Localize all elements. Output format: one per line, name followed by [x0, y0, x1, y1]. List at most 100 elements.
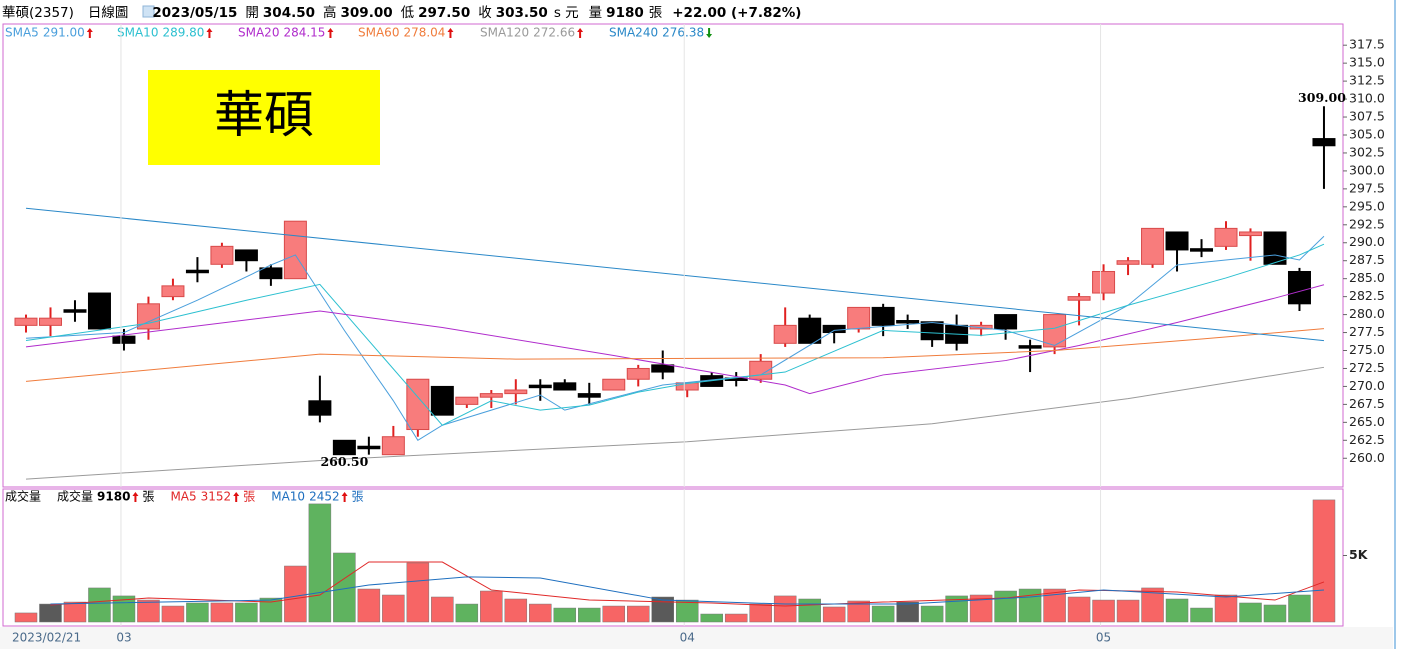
- candle-body: [847, 306, 871, 330]
- trend-arrow: [706, 28, 713, 38]
- volume-bar: [210, 602, 234, 623]
- open-label: 開: [245, 5, 259, 21]
- legend-value: 272.66: [533, 26, 575, 40]
- legend-name: SMA20: [238, 26, 279, 40]
- y-tick-label: 312.5: [1349, 73, 1385, 88]
- volume-bar: [1190, 607, 1213, 623]
- volume-bar: [382, 594, 405, 623]
- candle-body: [381, 436, 405, 456]
- candle-body: [553, 382, 577, 391]
- x-tick-label: 2023/02/21: [12, 631, 81, 645]
- volume-bar: [969, 594, 993, 623]
- y-tick-label: 285.0: [1349, 270, 1385, 285]
- legend-value: 3152: [201, 490, 232, 504]
- y-tick-label: 317.5: [1349, 37, 1385, 52]
- candle-body: [602, 378, 626, 391]
- volume-bar: [137, 599, 160, 623]
- y-tick-label: 282.5: [1349, 288, 1385, 303]
- legend-name: SMA120: [480, 26, 529, 40]
- ma-line: [25, 243, 1325, 426]
- candle-body: [357, 445, 381, 450]
- candle-body: [504, 389, 528, 395]
- low-label: 低: [401, 5, 415, 21]
- candle-body: [1312, 138, 1336, 147]
- candle-body: [332, 439, 356, 456]
- legend-value: 2452: [309, 490, 340, 504]
- volume-bar: [480, 590, 503, 623]
- legend-name: 成交量: [57, 489, 93, 504]
- candle-body: [1239, 231, 1262, 237]
- candle-body: [455, 396, 479, 405]
- volume-bar: [1043, 588, 1066, 623]
- candle-body: [651, 364, 675, 373]
- trend-arrow: [327, 28, 334, 38]
- legend-unit: 張: [352, 490, 364, 504]
- header: 華碩(2357) 日線圖 2023/05/15 開 304.50 高 309.00 低 297.…: [2, 4, 801, 21]
- trend-arrow: [233, 492, 240, 502]
- candle-body: [822, 324, 846, 334]
- volume-bar: [578, 607, 601, 623]
- ma-line: [25, 235, 1325, 441]
- volume-bar: [602, 605, 626, 623]
- trend-arrow: [447, 28, 454, 38]
- candle-body: [577, 393, 601, 398]
- legend-value: 9180: [97, 490, 130, 504]
- volume-bar: [504, 598, 528, 623]
- candle-body: [1092, 270, 1116, 294]
- volume-bar: [259, 597, 283, 623]
- open-value: 304.50: [263, 5, 315, 21]
- candle-body: [1165, 231, 1189, 251]
- legend-value: 276.38: [662, 26, 704, 40]
- volume-bar: [406, 562, 430, 623]
- legend-unit: 張: [142, 490, 154, 504]
- date: 2023/05/15: [152, 5, 237, 21]
- volume-bar: [553, 607, 577, 623]
- close-label: 收: [478, 5, 492, 21]
- volume-bar: [1116, 599, 1140, 623]
- period: 日線圖: [88, 5, 129, 21]
- volume-bar: [822, 606, 846, 623]
- banner: 華碩: [214, 86, 314, 144]
- legend-value: 289.80: [162, 26, 204, 40]
- candle-body: [210, 245, 234, 265]
- volume-bar: [1263, 604, 1287, 623]
- high-label: 高: [323, 4, 337, 21]
- candle-body: [1141, 227, 1165, 265]
- volume-bar: [63, 601, 87, 623]
- volume-bar: [627, 605, 650, 623]
- volume-bar: [357, 588, 381, 623]
- y-tick-label: 270.0: [1349, 378, 1385, 393]
- ma-line: [25, 366, 1325, 480]
- banner-box: [148, 70, 380, 165]
- candle-body: [1287, 270, 1311, 305]
- price-panel: [2, 23, 1344, 488]
- volume-bar: [798, 598, 821, 623]
- trend-arrow: [577, 28, 584, 38]
- candle-body: [1018, 345, 1042, 349]
- candle-body: [920, 321, 944, 341]
- candle-body: [38, 317, 62, 326]
- y-tick-label: 292.5: [1349, 216, 1385, 231]
- volume-unit: 張: [649, 5, 663, 21]
- volume-bar: [308, 503, 332, 623]
- volume-bar: [871, 605, 895, 623]
- y-tick-label: 295.0: [1349, 198, 1385, 213]
- candle-body: [283, 220, 307, 280]
- candle-body: [1214, 227, 1238, 247]
- candle-body: [1043, 314, 1067, 348]
- volume-bar: [1312, 499, 1336, 623]
- price-annotation: 309.00: [1298, 90, 1346, 105]
- y-tick-label: 310.0: [1349, 91, 1385, 106]
- candle-body: [112, 335, 136, 344]
- volume-bar: [773, 595, 797, 623]
- candle-body: [234, 249, 258, 262]
- candle-body: [896, 320, 920, 324]
- y-tick-label: 267.5: [1349, 396, 1385, 411]
- legend-value: 291.00: [43, 26, 85, 40]
- volume-bar: [749, 603, 772, 623]
- checkbox-icon: [142, 5, 155, 18]
- y-tick-label: 305.0: [1349, 126, 1385, 141]
- candle-body: [1116, 260, 1140, 265]
- candle-body: [430, 385, 454, 416]
- volume-bar: [896, 601, 919, 623]
